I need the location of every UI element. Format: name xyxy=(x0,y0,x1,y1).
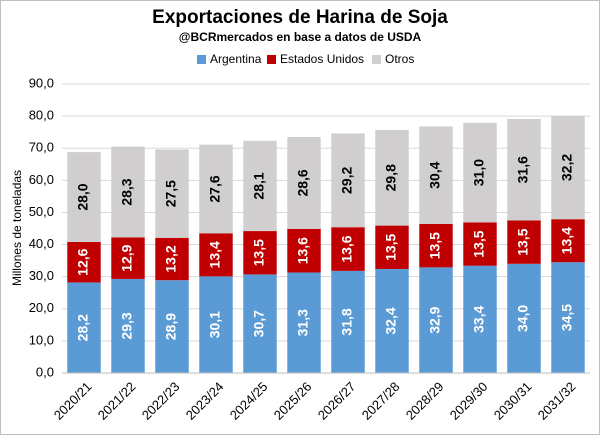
chart-subtitle: @BCRmercados en base a datos de USDA xyxy=(179,30,422,44)
bar xyxy=(507,220,541,264)
y-tick-label: 10,0 xyxy=(29,332,54,347)
y-tick-label: 30,0 xyxy=(29,268,54,283)
value-label: 13,5 xyxy=(251,239,267,266)
bar xyxy=(331,270,365,373)
value-label: 30,1 xyxy=(207,311,223,338)
bar xyxy=(199,276,233,373)
bar xyxy=(375,129,409,226)
value-label: 13,6 xyxy=(339,235,355,262)
value-label: 13,5 xyxy=(471,230,487,257)
value-label: 33,4 xyxy=(471,306,487,333)
value-label: 31,3 xyxy=(295,309,311,336)
bar xyxy=(419,224,453,268)
bar xyxy=(199,233,233,277)
bar xyxy=(507,263,541,373)
legend-swatch xyxy=(372,55,381,64)
value-label: 30,7 xyxy=(251,310,267,337)
bar xyxy=(419,126,453,225)
value-label: 13,5 xyxy=(427,232,443,259)
bar xyxy=(463,265,497,373)
value-label: 13,5 xyxy=(515,228,531,255)
value-label: 28,2 xyxy=(75,314,91,341)
bar xyxy=(331,133,365,228)
bar xyxy=(111,146,145,238)
chart-title: Exportaciones de Harina de Soja xyxy=(152,7,448,28)
bar xyxy=(243,231,277,275)
bar xyxy=(155,280,189,373)
bar xyxy=(67,152,101,242)
value-label: 34,0 xyxy=(515,305,531,332)
value-label: 29,8 xyxy=(383,164,399,191)
bar xyxy=(199,144,233,234)
bar xyxy=(551,262,585,373)
bar xyxy=(155,237,189,281)
value-label: 29,3 xyxy=(119,312,135,339)
bar xyxy=(419,267,453,373)
legend-swatch xyxy=(197,55,206,64)
value-label: 12,9 xyxy=(119,244,135,271)
bar xyxy=(243,274,277,373)
value-label: 27,6 xyxy=(207,175,223,202)
y-axis-label: Millones de toneladas xyxy=(10,170,24,286)
bar xyxy=(111,237,145,279)
y-tick-label: 40,0 xyxy=(29,236,54,251)
bar xyxy=(287,228,321,273)
y-tick-label: 0,0 xyxy=(36,364,54,379)
y-tick-label: 90,0 xyxy=(29,75,54,90)
value-label: 32,2 xyxy=(559,154,575,181)
value-label: 13,2 xyxy=(163,245,179,272)
bar xyxy=(111,278,145,373)
value-label: 13,6 xyxy=(295,237,311,264)
bar xyxy=(551,115,585,220)
value-label: 13,4 xyxy=(207,241,223,268)
y-tick-label: 20,0 xyxy=(29,300,54,315)
bar xyxy=(287,136,321,229)
bar xyxy=(155,149,189,238)
y-tick-label: 50,0 xyxy=(29,204,54,219)
value-label: 29,2 xyxy=(339,166,355,193)
value-label: 31,0 xyxy=(471,159,487,186)
value-label: 34,5 xyxy=(559,304,575,331)
value-label: 28,6 xyxy=(295,169,311,196)
bar xyxy=(243,140,277,232)
value-label: 32,4 xyxy=(383,307,399,334)
legend-label: Otros xyxy=(385,52,414,66)
y-tick-label: 60,0 xyxy=(29,172,54,187)
bar xyxy=(67,241,101,283)
bar xyxy=(463,222,497,266)
value-label: 28,0 xyxy=(75,183,91,210)
bar xyxy=(375,268,409,373)
value-label: 32,9 xyxy=(427,306,443,333)
bar xyxy=(287,272,321,373)
bar xyxy=(375,225,409,269)
value-label: 30,4 xyxy=(427,161,443,188)
value-label: 31,8 xyxy=(339,308,355,335)
legend-label: Estados Unidos xyxy=(280,52,364,66)
bar xyxy=(331,227,365,271)
legend-label: Argentina xyxy=(210,52,262,66)
legend-swatch xyxy=(267,55,276,64)
value-label: 28,9 xyxy=(163,313,179,340)
bar xyxy=(551,219,585,263)
y-tick-label: 80,0 xyxy=(29,108,54,123)
y-tick-label: 70,0 xyxy=(29,140,54,155)
value-label: 12,6 xyxy=(75,248,91,275)
value-label: 27,5 xyxy=(163,180,179,207)
bar xyxy=(463,122,497,223)
value-label: 31,6 xyxy=(515,156,531,183)
value-label: 28,1 xyxy=(251,172,267,199)
value-label: 13,5 xyxy=(383,233,399,260)
value-label: 28,3 xyxy=(119,178,135,205)
bar xyxy=(67,282,101,373)
value-label: 13,4 xyxy=(559,227,575,254)
bar xyxy=(507,119,541,221)
